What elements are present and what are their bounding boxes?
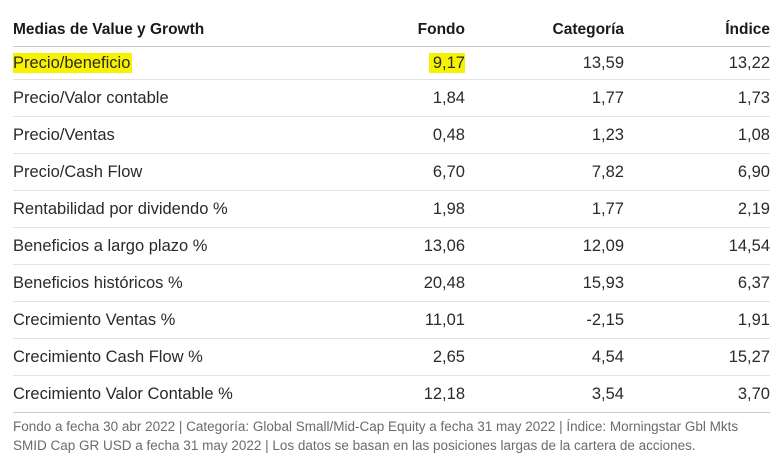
table-row: Precio/Ventas 0,48 1,23 1,08	[13, 116, 770, 154]
table-row: Crecimiento Valor Contable % 12,18 3,54 …	[13, 375, 770, 413]
cell-fondo: 12,18	[333, 375, 465, 413]
cell-indice: 15,27	[624, 338, 770, 376]
cell-fondo: 1,84	[333, 79, 465, 117]
cell-indice: 14,54	[624, 227, 770, 265]
cell-categoria: 15,93	[465, 264, 624, 302]
row-label: Crecimiento Ventas %	[13, 301, 333, 339]
cell-fondo: 11,01	[333, 301, 465, 339]
cell-categoria: 12,09	[465, 227, 624, 265]
row-label: Beneficios históricos %	[13, 264, 333, 302]
column-header-categoria: Categoría	[465, 14, 624, 47]
table-row: Precio/Valor contable 1,84 1,77 1,73	[13, 79, 770, 117]
cell-categoria: 1,77	[465, 79, 624, 117]
cell-fondo: 2,65	[333, 338, 465, 376]
row-label: Precio/Ventas	[13, 116, 333, 154]
table-footnote: Fondo a fecha 30 abr 2022 | Categoría: G…	[13, 419, 739, 453]
cell-fondo-highlighted: 9,17	[428, 52, 465, 73]
cell-indice: 6,90	[624, 153, 770, 191]
cell-categoria: 4,54	[465, 338, 624, 376]
cell-indice: 3,70	[624, 375, 770, 413]
row-label-highlighted: Precio/beneficio	[13, 52, 133, 73]
row-label: Crecimiento Cash Flow %	[13, 338, 333, 376]
cell-fondo: 13,06	[333, 227, 465, 265]
row-label: Precio/Valor contable	[13, 79, 333, 117]
row-label: Rentabilidad por dividendo %	[13, 190, 333, 228]
table-row: Precio/Cash Flow 6,70 7,82 6,90	[13, 153, 770, 191]
column-header-label: Medias de Value y Growth	[13, 14, 333, 47]
table-row: Rentabilidad por dividendo % 1,98 1,77 2…	[13, 190, 770, 228]
column-header-fondo: Fondo	[333, 14, 465, 47]
cell-fondo: 1,98	[333, 190, 465, 228]
column-header-indice: Índice	[624, 14, 770, 47]
table-row: Beneficios a largo plazo % 13,06 12,09 1…	[13, 227, 770, 265]
cell-indice: 1,08	[624, 116, 770, 154]
cell-indice: 2,19	[624, 190, 770, 228]
cell-fondo: 6,70	[333, 153, 465, 191]
table-header-row: Medias de Value y Growth Fondo Categoría…	[13, 14, 770, 47]
row-label: Crecimiento Valor Contable %	[13, 375, 333, 413]
value-growth-table: Medias de Value y Growth Fondo Categoría…	[13, 14, 770, 413]
cell-indice: 6,37	[624, 264, 770, 302]
cell-indice: 13,22	[624, 46, 770, 80]
cell-categoria: 7,82	[465, 153, 624, 191]
cell-categoria: 13,59	[465, 46, 624, 80]
cell-categoria: 1,23	[465, 116, 624, 154]
cell-categoria: -2,15	[465, 301, 624, 339]
row-label: Precio/Cash Flow	[13, 153, 333, 191]
cell-fondo: 20,48	[333, 264, 465, 302]
table-row: Crecimiento Cash Flow % 2,65 4,54 15,27	[13, 338, 770, 376]
table-row: Beneficios históricos % 20,48 15,93 6,37	[13, 264, 770, 302]
cell-fondo: 0,48	[333, 116, 465, 154]
cell-indice: 1,91	[624, 301, 770, 339]
table-row: Crecimiento Ventas % 11,01 -2,15 1,91	[13, 301, 770, 339]
cell-categoria: 3,54	[465, 375, 624, 413]
row-label: Beneficios a largo plazo %	[13, 227, 333, 265]
table-row: Precio/beneficio 9,17 13,59 13,22	[13, 46, 770, 80]
cell-indice: 1,73	[624, 79, 770, 117]
cell-categoria: 1,77	[465, 190, 624, 228]
